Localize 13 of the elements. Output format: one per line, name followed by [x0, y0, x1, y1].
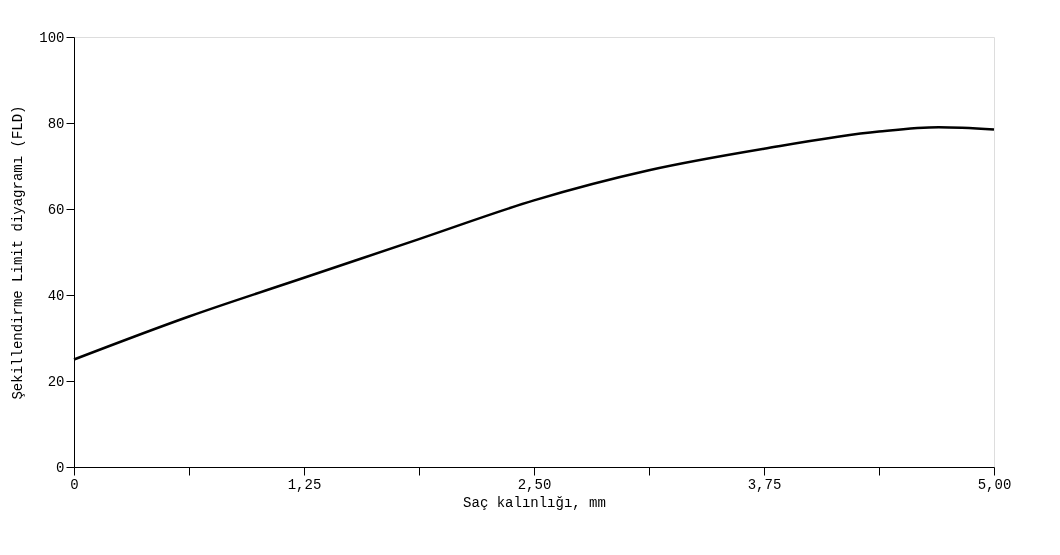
y-tick-label: 60 [47, 201, 65, 218]
y-axis-title: Şekillendirme Limit diyagramı (FLD) [10, 105, 27, 400]
y-tick-label: 40 [47, 287, 65, 304]
y-tick-label: 20 [47, 373, 65, 390]
x-tick-label: 5,00 [977, 476, 1012, 493]
y-tick-label: 80 [47, 115, 65, 132]
y-tick-label: 0 [56, 459, 65, 476]
y-tick-label: 100 [39, 29, 65, 46]
x-tick-label: 3,75 [747, 476, 782, 493]
x-tick-label: 2,50 [517, 476, 552, 493]
x-tick-label: 1,25 [287, 476, 322, 493]
x-tick-label: 0 [70, 476, 79, 493]
x-axis-title: Saç kalınlığı, mm [463, 494, 606, 511]
